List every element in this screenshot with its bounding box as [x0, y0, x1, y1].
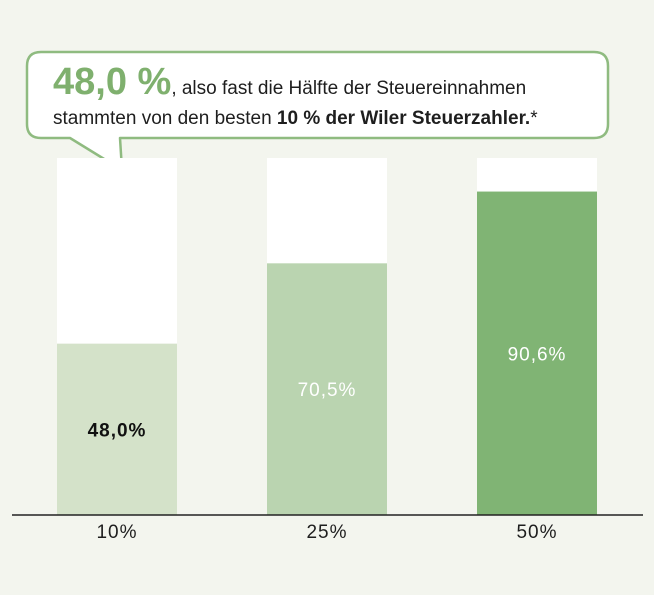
bar-1 — [57, 343, 177, 515]
x-tick-label-3: 50% — [516, 522, 557, 543]
x-tick-label-1: 10% — [96, 522, 137, 543]
bar-3 — [477, 191, 597, 516]
bar-value-label-1: 48,0% — [88, 420, 147, 441]
bar-value-label-3: 90,6% — [508, 344, 567, 365]
x-tick-label-2: 25% — [306, 522, 347, 543]
callout-bubble — [25, 50, 610, 172]
bar-2 — [267, 263, 387, 515]
bar-value-label-2: 70,5% — [298, 380, 357, 401]
